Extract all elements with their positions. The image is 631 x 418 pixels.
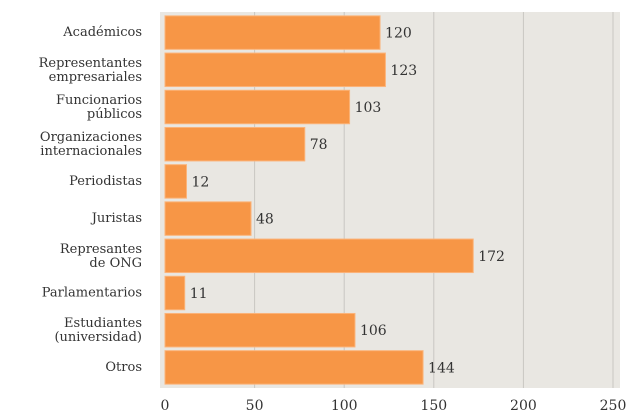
y-tick-label: Otros (105, 360, 142, 375)
y-tick-label: Funcionarios públicos (56, 93, 142, 122)
x-tick-label: 200 (510, 398, 537, 414)
x-tick-label: 250 (600, 398, 627, 414)
bar (164, 275, 186, 311)
bar (164, 15, 381, 50)
y-tick-label: Estudiantes (universidad) (50, 316, 142, 345)
value-label: 123 (390, 63, 417, 79)
x-tick-label: 150 (420, 398, 447, 414)
y-tick-label: Organizaciones internacionales (36, 130, 142, 159)
value-label: 120 (385, 26, 412, 42)
bar (164, 52, 386, 88)
bar (164, 238, 474, 274)
bar (164, 312, 356, 348)
bar (164, 89, 351, 125)
value-label: 78 (310, 137, 328, 153)
value-label: 48 (256, 212, 274, 228)
y-tick-label: Juristas (90, 211, 142, 226)
y-tick-label: Representantes empresariales (39, 55, 142, 84)
value-label: 103 (355, 100, 382, 116)
value-label: 106 (360, 323, 387, 339)
x-tick-label: 50 (246, 398, 264, 414)
x-tick-label: 100 (331, 398, 358, 414)
value-label: 11 (190, 286, 208, 302)
y-tick-label: Periodistas (69, 174, 142, 189)
bar (164, 350, 424, 385)
bar (164, 126, 306, 162)
bar (164, 201, 252, 236)
bar (164, 164, 188, 199)
value-label: 12 (192, 174, 210, 190)
value-label: 172 (478, 249, 505, 265)
x-tick-label: 0 (161, 398, 170, 414)
y-tick-label: Parlamentarios (42, 286, 142, 301)
y-tick-label: Represantes de ONG (60, 241, 142, 270)
y-tick-label: Académicos (62, 25, 142, 40)
value-label: 144 (428, 360, 455, 376)
